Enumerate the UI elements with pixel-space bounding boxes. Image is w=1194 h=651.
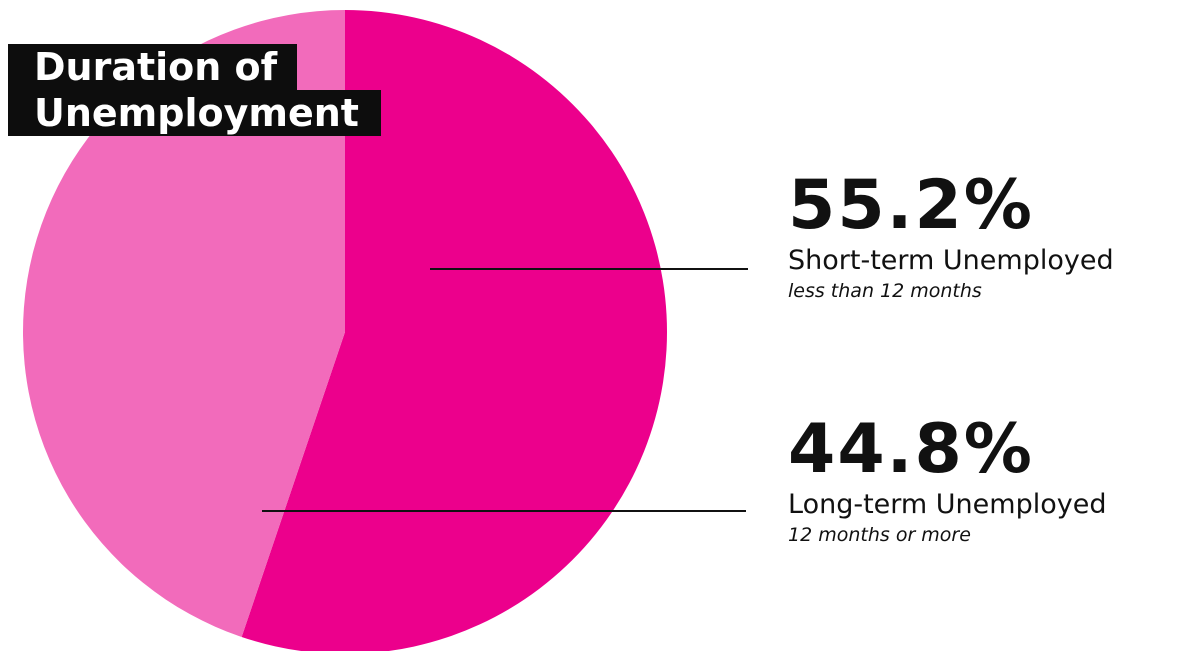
- short-term-label: 55.2% Short-term Unemployed less than 12…: [788, 168, 1114, 304]
- chart-title-line-2: Unemployment: [8, 90, 381, 136]
- short-term-sublabel: less than 12 months: [788, 280, 982, 302]
- long-term-label: 44.8% Long-term Unemployed 12 months or …: [788, 412, 1106, 548]
- long-term-name: Long-term Unemployed: [788, 489, 1107, 520]
- short-term-slice: [241, 10, 667, 651]
- long-term-slice: [23, 10, 345, 637]
- chart-title-line-1: Duration of: [8, 44, 298, 90]
- short-term-percent: 55.2%: [788, 166, 1034, 245]
- long-term-percent: 44.8%: [788, 410, 1034, 489]
- short-term-name: Short-term Unemployed: [788, 245, 1114, 276]
- chart-title: Duration of Unemployment: [0, 0, 381, 136]
- long-term-sublabel: 12 months or more: [788, 524, 971, 546]
